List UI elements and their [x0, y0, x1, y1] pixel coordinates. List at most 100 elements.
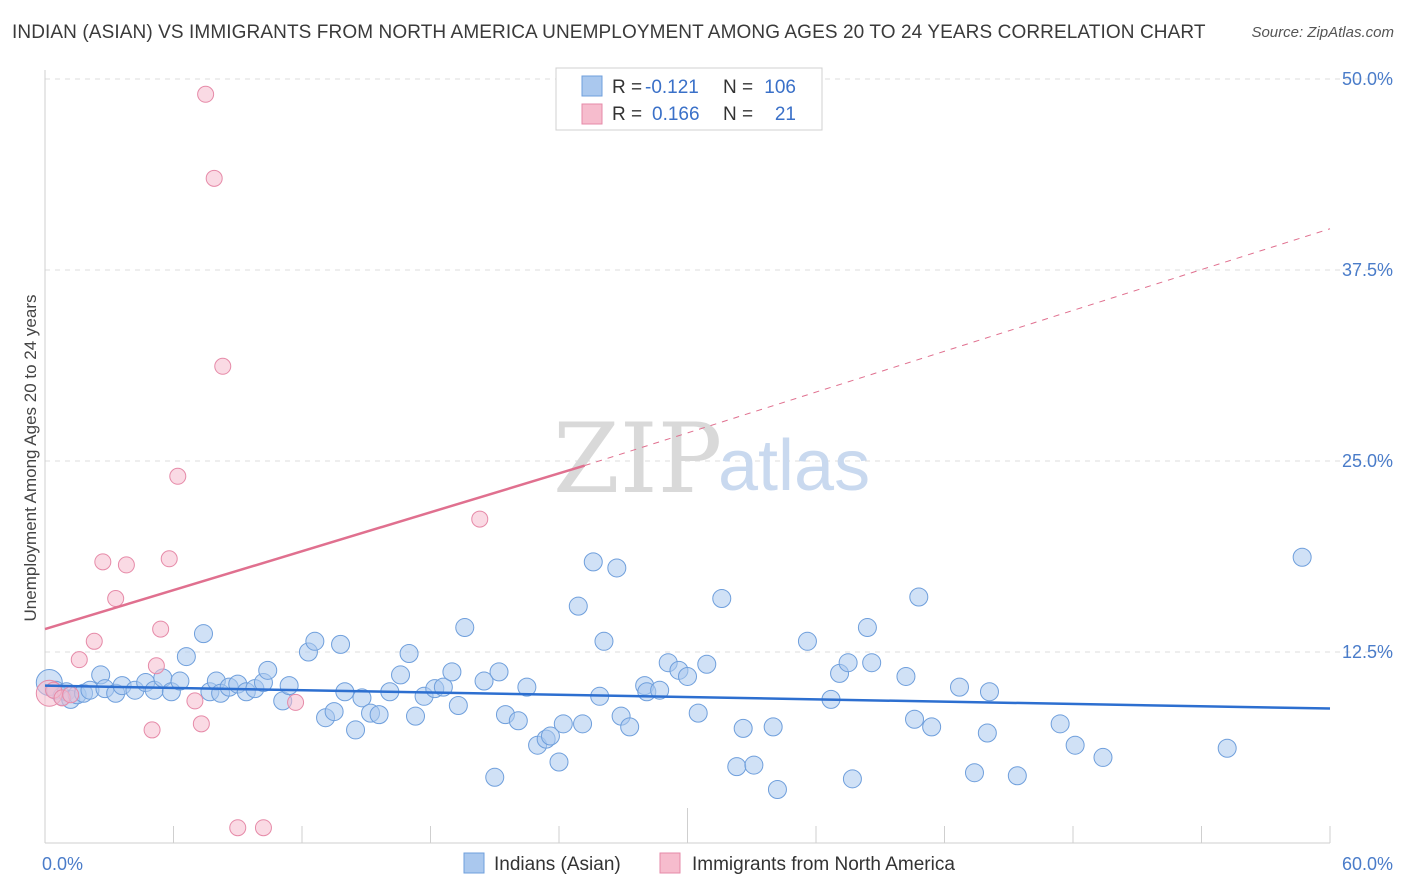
point-indians-asian-100: [1050, 714, 1070, 734]
point-indians-asian-51: [474, 671, 494, 691]
point-immigrants-north-america-8: [117, 556, 135, 574]
point-indians-asian-63: [573, 714, 593, 734]
point-indians-asian-93: [909, 587, 929, 607]
point-indians-asian-76: [688, 703, 708, 723]
point-indians-asian-32: [305, 631, 325, 651]
point-indians-asian-52: [485, 767, 505, 787]
point-indians-asian-104: [1292, 547, 1312, 567]
bottom-legend-swatch-pink: [659, 852, 681, 874]
gridlines: [45, 78, 1392, 653]
point-indians-asian-92: [905, 709, 925, 729]
series-legend: Indians (Asian) Immigrants from North Am…: [463, 852, 955, 875]
point-indians-asian-53: [489, 662, 509, 682]
x-tick-label-min: 0.0%: [42, 854, 83, 874]
point-immigrants-north-america-22: [471, 510, 489, 528]
point-indians-asian-40: [369, 705, 389, 725]
y-tick-label-1: 25.0%: [1342, 451, 1393, 471]
chart-title: INDIAN (ASIAN) VS IMMIGRANTS FROM NORTH …: [12, 22, 1206, 43]
point-immigrants-north-america-17: [205, 169, 223, 187]
point-indians-asian-82: [763, 717, 783, 737]
point-immigrants-north-america-13: [169, 467, 187, 485]
series-indians-asian-points: [35, 547, 1312, 800]
legend-r-value-blue: -0.121: [645, 77, 699, 98]
point-immigrants-north-america-18: [214, 357, 232, 375]
legend-n-label-blue: N =: [723, 77, 753, 98]
point-indians-asian-77: [697, 654, 717, 674]
point-indians-asian-55: [508, 711, 528, 731]
point-indians-asian-38: [352, 688, 372, 708]
point-indians-asian-69: [620, 717, 640, 737]
point-indians-asian-90: [862, 653, 882, 673]
point-indians-asian-102: [1093, 747, 1113, 767]
point-indians-asian-60: [549, 752, 569, 772]
point-indians-asian-49: [448, 695, 468, 715]
point-indians-asian-67: [607, 558, 627, 578]
point-indians-asian-56: [517, 677, 537, 697]
legend-r-label-pink: R =: [612, 104, 642, 125]
legend-n-label-pink: N =: [723, 104, 753, 125]
point-indians-asian-78: [712, 589, 732, 609]
point-indians-asian-19: [193, 624, 213, 644]
point-indians-asian-28: [258, 660, 278, 680]
point-indians-asian-72: [650, 680, 670, 700]
point-indians-asian-35: [331, 634, 351, 654]
point-immigrants-north-america-12: [160, 550, 178, 568]
source-label: Source: ZipAtlas.com: [1251, 24, 1394, 41]
point-indians-asian-98: [979, 682, 999, 702]
trend-line-indians-asian: [44, 684, 1331, 710]
legend-n-value-pink: 21: [775, 104, 796, 125]
trend-line-immigrants-extension: [584, 228, 1331, 467]
watermark-zip: ZIP: [553, 403, 722, 515]
point-indians-asian-61: [553, 714, 573, 734]
watermark: ZIP atlas: [553, 403, 870, 515]
y-tick-label-2: 37.5%: [1342, 260, 1393, 280]
point-immigrants-north-america-11: [152, 620, 170, 638]
point-immigrants-north-america-20: [254, 819, 272, 837]
point-indians-asian-99: [1007, 766, 1027, 786]
point-indians-asian-44: [406, 706, 426, 726]
point-indians-asian-37: [346, 720, 366, 740]
point-indians-asian-87: [838, 653, 858, 673]
legend-swatch-blue: [581, 75, 603, 97]
point-immigrants-north-america-16: [197, 85, 215, 103]
bottom-legend-swatch-blue: [463, 852, 485, 874]
legend-r-value-pink: 0.166: [652, 104, 700, 125]
point-indians-asian-83: [767, 780, 787, 800]
point-indians-asian-50: [455, 618, 475, 638]
point-indians-asian-79: [727, 757, 747, 777]
point-indians-asian-97: [977, 723, 997, 743]
point-immigrants-north-america-21: [287, 693, 305, 711]
point-indians-asian-59: [540, 726, 560, 746]
point-indians-asian-18: [176, 647, 196, 667]
point-indians-asian-75: [678, 666, 697, 686]
y-tick-label-3: 50.0%: [1342, 69, 1393, 89]
point-immigrants-north-america-9: [143, 721, 161, 739]
point-indians-asian-101: [1065, 735, 1085, 755]
point-indians-asian-80: [733, 718, 753, 738]
bottom-legend-label-blue: Indians (Asian): [494, 854, 621, 875]
trend-line-immigrants-north-america: [44, 464, 586, 631]
point-indians-asian-48: [442, 662, 462, 682]
point-indians-asian-65: [583, 552, 603, 572]
point-indians-asian-30: [279, 676, 299, 696]
point-indians-asian-81: [744, 755, 764, 775]
point-indians-asian-84: [797, 631, 817, 651]
point-indians-asian-43: [399, 644, 419, 664]
point-indians-asian-89: [857, 618, 877, 638]
point-indians-asian-17: [170, 671, 190, 691]
trend-lines: [44, 228, 1331, 710]
point-immigrants-north-america-6: [94, 553, 112, 571]
correlation-legend: R = -0.121 N = 106 R = 0.166 N = 21: [555, 67, 823, 131]
y-tick-labels: 12.5% 25.0% 37.5% 50.0%: [1342, 69, 1393, 662]
bottom-legend-label-pink: Immigrants from North America: [692, 854, 955, 875]
point-indians-asian-94: [922, 717, 942, 737]
legend-n-value-blue: 106: [764, 77, 796, 98]
x-axis-ticks: [44, 808, 1331, 843]
watermark-atlas: atlas: [718, 426, 870, 506]
point-indians-asian-88: [842, 769, 862, 789]
point-indians-asian-62: [568, 596, 588, 616]
legend-swatch-pink: [581, 103, 603, 125]
point-indians-asian-66: [594, 631, 614, 651]
point-indians-asian-91: [896, 666, 916, 686]
